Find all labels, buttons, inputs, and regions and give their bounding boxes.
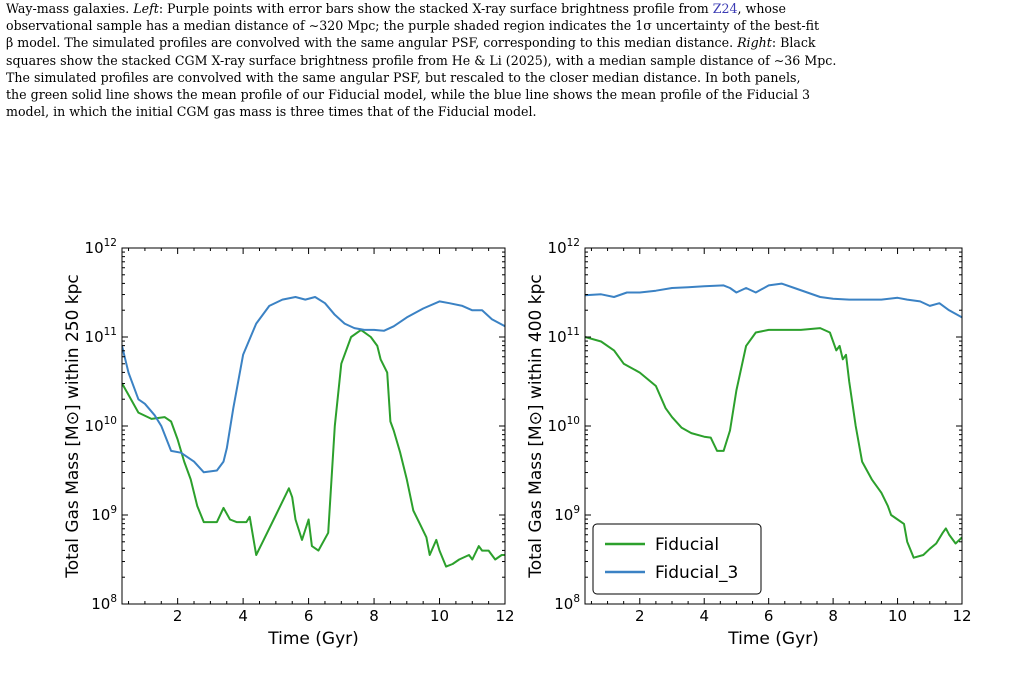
legend-label: Fiducial xyxy=(655,535,719,555)
caption-line-4: squares show the stacked CGM X-ray surfa… xyxy=(6,52,837,68)
x-tick-label: 8 xyxy=(369,607,379,625)
y-axis-label: Total Gas Mass [M⊙] within 250 kpc xyxy=(63,274,83,579)
x-axis-label: Time (Gyr) xyxy=(727,629,819,649)
y-tick-label: 108 xyxy=(554,593,580,613)
y-tick-label: 1010 xyxy=(85,415,117,435)
figure: 2 4 6 8 10 12 108 109 1010 1011 1012 Time (Gyr) Tota… xyxy=(0,230,1034,669)
x-tick-label: 2 xyxy=(173,607,183,625)
x-tick-label: 8 xyxy=(828,607,838,625)
caption-line-3: β model. The simulated profiles are conv… xyxy=(6,34,1028,51)
caption-text: Way-mass galaxies. xyxy=(6,1,134,16)
x-tick-label: 10 xyxy=(430,607,449,625)
x-tick-label: 6 xyxy=(304,607,314,625)
y-tick-label: 108 xyxy=(91,593,117,613)
x-tick-label: 10 xyxy=(888,607,907,625)
series-line-fiducial-3 xyxy=(585,282,962,319)
y-tick-label: 1011 xyxy=(548,326,580,346)
plot-frame xyxy=(121,247,506,605)
series-line-fiducial xyxy=(122,328,505,568)
x-tick-label: 12 xyxy=(952,607,971,625)
caption-text: : Purple points with error bars show the… xyxy=(158,1,713,16)
caption-line-2: observational sample has a median distan… xyxy=(6,18,820,34)
chart-legend: Fiducial Fiducial_3 xyxy=(592,523,762,595)
caption-left-label: Left xyxy=(133,1,159,16)
caption-line-6: the green solid line shows the mean prof… xyxy=(6,87,811,103)
series-line-fiducial xyxy=(585,327,962,559)
y-tick-label: 1012 xyxy=(548,237,580,257)
caption-line-5: The simulated profiles are convolved wit… xyxy=(6,69,801,85)
x-tick-label: 6 xyxy=(764,607,774,625)
legend-label: Fiducial_3 xyxy=(655,563,738,583)
x-tick-label: 4 xyxy=(238,607,248,625)
caption-text: , whose xyxy=(737,1,786,16)
caption-text: : Black xyxy=(771,35,816,51)
x-tick-label: 4 xyxy=(699,607,709,625)
caption-text: β model. The simulated profiles are conv… xyxy=(6,35,738,51)
caption-right-label: Right xyxy=(737,35,772,51)
legend-box xyxy=(592,523,762,595)
x-axis-label: Time (Gyr) xyxy=(267,629,359,649)
y-tick-label: 109 xyxy=(91,504,117,524)
x-tick-label: 2 xyxy=(635,607,645,625)
y-tick-label: 1012 xyxy=(85,237,117,257)
citation-link-z24[interactable]: Z24 xyxy=(712,1,738,16)
x-tick-label: 12 xyxy=(495,607,514,625)
y-tick-label: 1010 xyxy=(548,415,580,435)
y-tick-label: 1011 xyxy=(85,326,117,346)
figure-caption: Way-mass galaxies. Left: Purple points w… xyxy=(6,0,1028,120)
series-line-fiducial-3 xyxy=(122,296,505,474)
caption-line-1: Way-mass galaxies. Left: Purple points w… xyxy=(6,0,1028,17)
y-tick-label: 109 xyxy=(554,504,580,524)
y-axis-label: Total Gas Mass [M⊙] within 400 kpc xyxy=(526,274,546,579)
caption-line-7: model, in which the initial CGM gas mass… xyxy=(6,104,537,120)
